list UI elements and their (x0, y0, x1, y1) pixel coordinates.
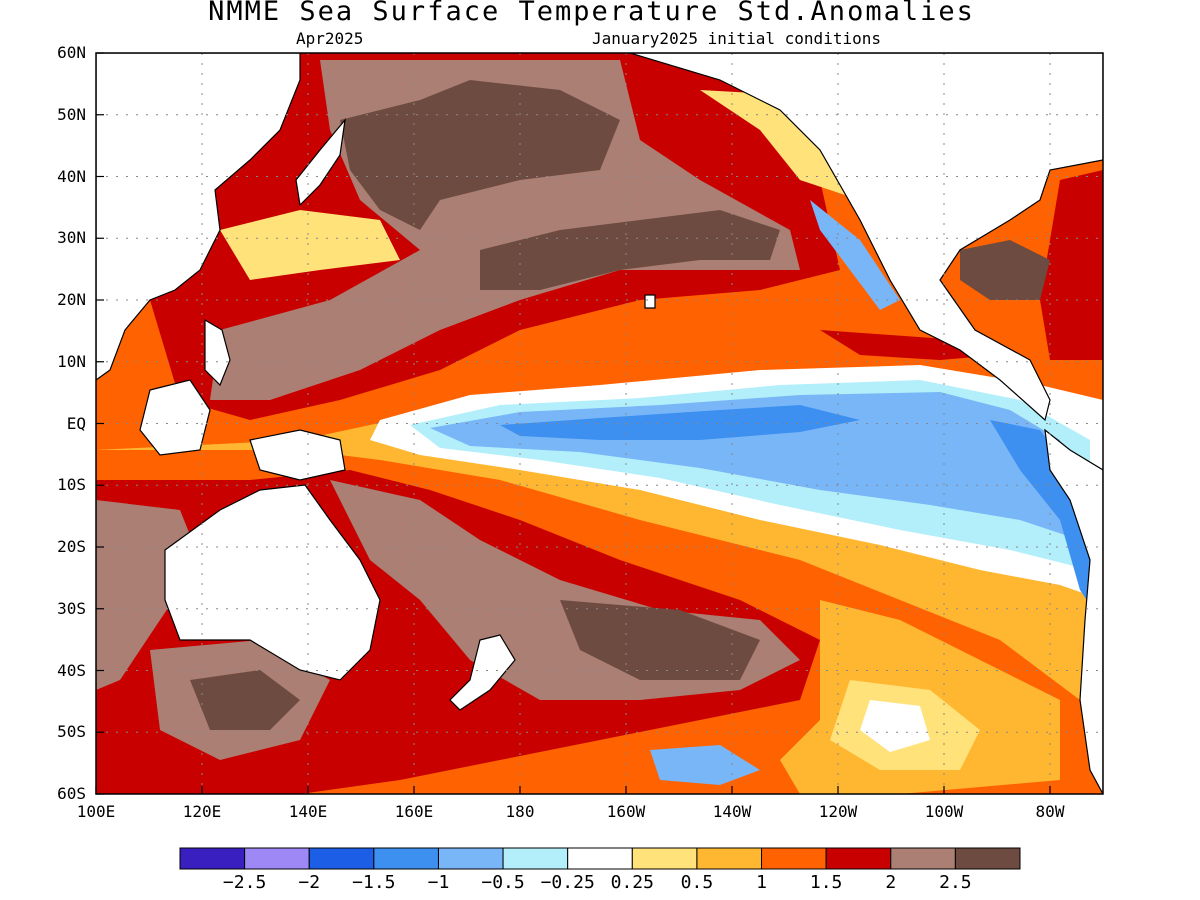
lat-label: 30S (57, 598, 86, 618)
north-brown-blob-1 (340, 80, 620, 230)
colorbar-swatch (502, 847, 569, 870)
atlantic-red (1040, 170, 1103, 360)
lat-label: 30N (57, 228, 86, 248)
land-masses (96, 53, 1103, 794)
initial-conditions: January2025 initial conditions (592, 29, 881, 48)
lon-label: 140W (712, 802, 752, 821)
colorbar-swatch (437, 847, 504, 870)
lat-label: 10N (57, 351, 86, 371)
cold-tongue-core (500, 405, 860, 440)
lat-label: 10S (57, 475, 86, 495)
new-guinea (249, 429, 346, 481)
south-brown-sw (190, 670, 300, 730)
colorbar-swatch (244, 847, 310, 870)
colorbar-label: −0.5 (481, 872, 525, 893)
hawaii (644, 294, 656, 309)
borneo (139, 379, 211, 456)
lat-label: 40N (57, 166, 86, 186)
colorbar-swatch (179, 847, 246, 870)
colorbar-label: 2 (885, 872, 897, 893)
lon-label: 120W (818, 802, 858, 821)
colorbar-label: 0.5 (680, 872, 714, 893)
colorbar-swatch (954, 847, 1021, 870)
lon-label: 80W (1035, 802, 1065, 821)
lon-label: 180 (505, 802, 535, 821)
lat-label: 60S (57, 784, 86, 803)
colorbar (179, 847, 1021, 870)
colorbar-label: 1.5 (809, 872, 843, 893)
forecast-month: Apr2025 (296, 29, 364, 48)
lat-label: 20N (57, 290, 86, 309)
colorbar-swatch (825, 847, 892, 870)
south-america (1044, 428, 1103, 794)
north-coast-cold (810, 200, 900, 310)
lon-label: 120E (182, 802, 222, 821)
new-zealand (449, 634, 516, 711)
colorbar-swatch (308, 847, 375, 870)
lat-label: 60N (57, 43, 86, 62)
lon-label: 160E (394, 802, 434, 821)
lat-label: EQ (66, 413, 86, 433)
philippines (204, 318, 231, 387)
lat-label: 50N (57, 104, 86, 124)
lon-label: 100W (924, 802, 964, 821)
colorbar-label: −2 (298, 872, 321, 893)
colorbar-label: −0.25 (540, 872, 595, 893)
south-white-se (860, 700, 930, 752)
lon-label: 140E (288, 802, 328, 821)
lat-label: 40S (57, 660, 86, 680)
colorbar-swatch (567, 847, 633, 870)
north-america (629, 53, 1103, 422)
axis-ticks (95, 52, 1051, 795)
anomaly-field (96, 53, 1103, 794)
australia (164, 484, 381, 681)
colorbar-swatch (890, 847, 956, 870)
south-blue-patch (650, 745, 760, 785)
colorbar-label: −2.5 (222, 872, 267, 893)
colorbar-label: 2.5 (939, 872, 972, 893)
colorbar-swatch (631, 847, 698, 870)
colorbar-label: 1 (756, 872, 767, 893)
graticule (96, 53, 1103, 794)
lon-label: 160W (606, 802, 646, 821)
colorbar-label: −1 (427, 872, 450, 893)
gulf-brown (960, 240, 1050, 300)
lat-label: 50S (57, 722, 86, 742)
east-trop-red (820, 330, 1000, 360)
subtropical-light (220, 210, 400, 280)
colorbar-swatch (761, 847, 827, 870)
colorbar-swatch (373, 847, 439, 870)
lat-label: 20S (57, 537, 86, 556)
south-brown-1 (560, 600, 760, 680)
lon-label: 100E (76, 802, 116, 821)
map-title: NMME Sea Surface Temperature Std.Anomali… (208, 0, 975, 27)
north-brown-blob-2 (480, 210, 780, 290)
colorbar-swatch (696, 847, 763, 870)
asia-mainland (96, 53, 301, 381)
colorbar-label: 0.25 (610, 872, 654, 893)
colorbar-label: −1.5 (352, 872, 396, 893)
